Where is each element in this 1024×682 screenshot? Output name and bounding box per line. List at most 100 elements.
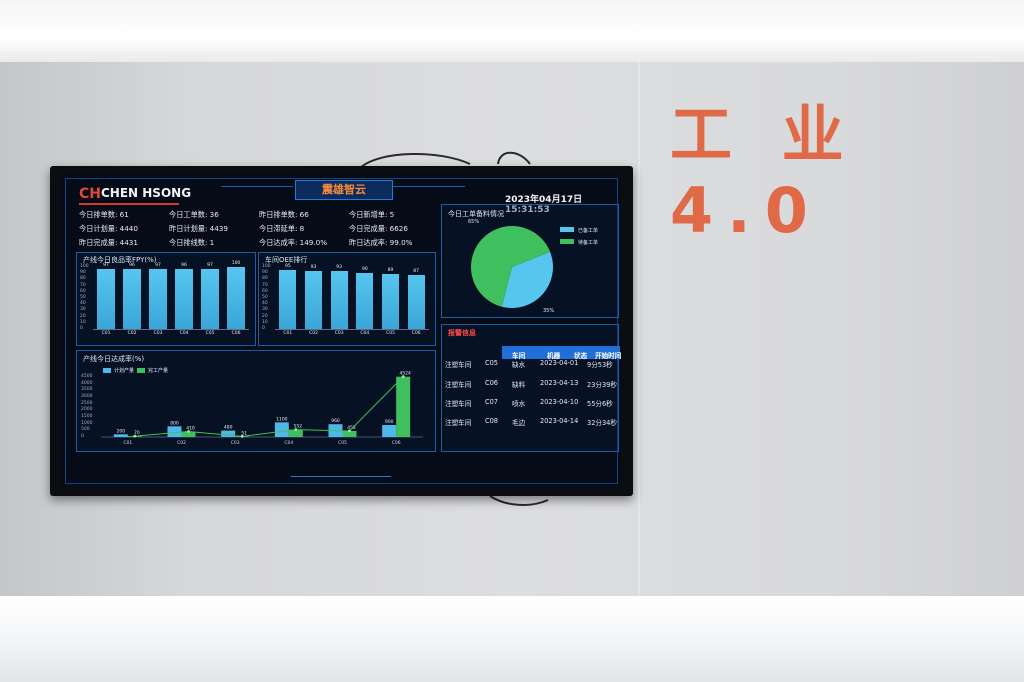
- bar: [97, 268, 115, 329]
- y-tick-label: 10: [262, 319, 268, 325]
- alarm-table-header: [502, 346, 620, 359]
- alarm-cell: 2023-04-01: [540, 359, 579, 367]
- done-value-label: 70: [134, 430, 140, 436]
- plan-bar: [221, 430, 236, 437]
- floor-light-strip: [0, 596, 1024, 682]
- y-tick-label: 90: [262, 270, 268, 276]
- bar-value-label: 97: [207, 262, 213, 268]
- alarm-panel: 报警信息: [441, 324, 619, 452]
- stat-item: 今日计划量: 4440: [79, 224, 138, 233]
- y-tick-label: 4000: [81, 380, 93, 386]
- y-tick-label: 0: [80, 326, 83, 331]
- pie-slice: [470, 226, 551, 307]
- bottom-deco-line: [291, 476, 391, 477]
- stat-item: 今日完成量: 6626: [349, 224, 408, 233]
- pie-panel-title: 今日工单备料情况: [448, 210, 504, 218]
- x-category-label: C03: [153, 331, 163, 336]
- header-line-right: [393, 186, 465, 187]
- legend-plan: 计划产量: [114, 368, 135, 374]
- alarm-cell: 9分53秒: [587, 361, 613, 369]
- x-category-label: C01: [123, 440, 132, 446]
- y-tick-label: 80: [262, 276, 268, 282]
- date-time: 2023年04月17日 15:31:53: [505, 195, 583, 215]
- trend-point: [187, 430, 190, 433]
- bar-value-label: 96: [181, 263, 187, 269]
- x-category-label: C02: [309, 331, 318, 336]
- y-tick-label: 2500: [81, 400, 93, 406]
- alarm-cell: 毛边: [512, 419, 526, 427]
- y-tick-label: 70: [262, 282, 268, 288]
- alarm-panel-title: 报警信息: [448, 329, 476, 337]
- alarm-cell: 缺料: [512, 381, 526, 389]
- material-pie-panel: 今日工单备料情况 已备工单 待备工单 65% 35%: [441, 204, 619, 318]
- done-value-label: 452: [347, 425, 356, 431]
- alarm-cell: 2023-04-14: [540, 417, 579, 425]
- alarm-cell: 注塑车间: [445, 381, 472, 389]
- wall-tv: CH CHEN HSONG 震雄智云 2023年04月17日 15:31:53 …: [50, 166, 633, 496]
- y-tick-label: 20: [262, 313, 268, 319]
- bar-value-label: 100: [231, 261, 241, 266]
- alarm-cell: C06: [485, 379, 498, 387]
- stat-item: 今日工单数: 36: [169, 210, 219, 219]
- stat-item: 今日新增单: 5: [349, 210, 395, 219]
- y-tick-label: 40: [80, 301, 86, 307]
- y-tick-label: 100: [80, 264, 89, 269]
- y-tick-label: 1000: [81, 420, 93, 426]
- alarm-cell: 喷水: [512, 400, 526, 408]
- bar: [356, 273, 374, 329]
- alarm-header-machine: 机器: [547, 352, 561, 360]
- alarm-cell: 55分6秒: [587, 400, 613, 408]
- ceiling-light: [0, 0, 1024, 62]
- stat-item: 今日滞延单: 8: [259, 224, 305, 233]
- legend-pending: 待备工单: [578, 240, 599, 246]
- x-category-label: C04: [360, 331, 370, 336]
- done-bar: [288, 429, 303, 437]
- legend-swatch-done: [137, 368, 145, 373]
- alarm-cell: C07: [485, 398, 498, 406]
- done-value-label: 51: [241, 430, 247, 436]
- legend-prepared: 已备工单: [578, 228, 599, 234]
- stat-item: 昨日计划量: 4439: [169, 224, 228, 233]
- y-tick-label: 0: [81, 434, 84, 439]
- bar-value-label: 93: [336, 265, 343, 271]
- bar: [123, 269, 141, 329]
- trend-point: [294, 428, 298, 432]
- alarm-cell: 注塑车间: [445, 400, 472, 408]
- alarm-cell: C05: [485, 359, 498, 367]
- y-tick-label: 90: [80, 270, 86, 276]
- alarm-cell: 2023-04-10: [540, 398, 579, 406]
- bar-value-label: 97: [103, 262, 109, 268]
- bar-value-label: 96: [129, 263, 135, 269]
- y-tick-label: 50: [80, 295, 86, 300]
- logo-underline: [79, 203, 179, 205]
- achievement-panel-title: 产线今日达成率(%): [83, 355, 145, 363]
- x-category-label: C05: [386, 331, 395, 336]
- y-tick-label: 3500: [81, 387, 93, 393]
- stat-item: 昨日完成量: 4431: [79, 238, 138, 247]
- y-tick-label: 40: [262, 301, 268, 307]
- fpy-panel: 产线今日良品率FPY(%) 100 90 80 70 60 50 40 30 20 10 0 97 C0…: [76, 252, 256, 346]
- x-category-label: C02: [127, 331, 137, 336]
- y-tick-label: 30: [80, 307, 86, 313]
- plan-value-label: 900: [385, 419, 394, 425]
- fpy-panel-title: 产线今日良品率FPY(%): [83, 256, 157, 264]
- bar: [279, 270, 297, 329]
- alarm-header-workshop: 车间: [512, 352, 526, 360]
- y-tick-label: 500: [81, 427, 90, 433]
- trend-point: [240, 434, 244, 438]
- y-tick-label: 80: [80, 276, 86, 282]
- achievement-panel: 产线今日达成率(%) 计划产量 完工产量 200 70 C01 800 410 C02 48…: [76, 350, 436, 452]
- plan-value-label: 800: [170, 420, 179, 426]
- x-category-label: C06: [231, 331, 241, 336]
- done-value-label: 552: [294, 424, 303, 430]
- plan-bar: [274, 422, 289, 437]
- alarm-cell: 23分39秒: [587, 381, 617, 389]
- header-line-left: [221, 186, 293, 187]
- stat-item: 今日排单数: 61: [79, 210, 129, 219]
- wall-seam: [638, 62, 640, 596]
- plan-value-label: 960: [331, 418, 340, 424]
- material-pie-chart: [470, 226, 553, 308]
- stat-item: 昨日排单数: 66: [259, 210, 309, 219]
- x-category-label: C04: [179, 331, 189, 336]
- trend-point: [401, 375, 405, 379]
